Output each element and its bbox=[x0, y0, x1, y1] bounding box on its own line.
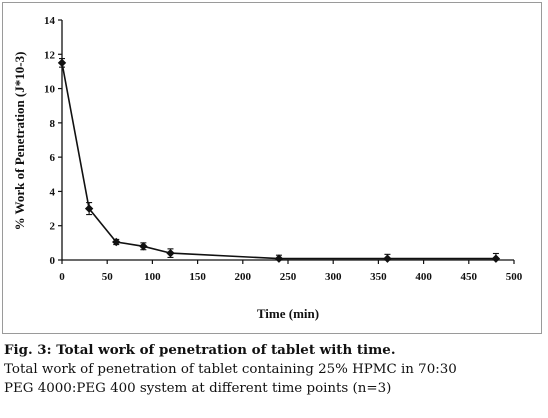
y-axis-label: % Work of Penetration (J*10-3) bbox=[12, 52, 27, 231]
data-point bbox=[491, 254, 501, 263]
x-tick-label: 250 bbox=[280, 271, 297, 283]
y-tick-label: 10 bbox=[44, 84, 56, 96]
x-tick-label: 150 bbox=[189, 271, 206, 283]
series-line bbox=[61, 62, 496, 260]
y-tick-label: 4 bbox=[50, 186, 56, 198]
data-point bbox=[84, 204, 94, 213]
figure-caption: Fig. 3: Total work of penetration of tab… bbox=[4, 341, 546, 398]
figure-frame bbox=[2, 2, 542, 334]
data-point bbox=[139, 242, 148, 251]
caption-line-1: Total work of penetration of tablet cont… bbox=[4, 362, 457, 377]
x-tick-label: 500 bbox=[506, 271, 523, 283]
data-point bbox=[57, 58, 67, 68]
y-tick-label: 0 bbox=[50, 255, 56, 267]
data-point bbox=[383, 254, 392, 263]
x-tick-label: 200 bbox=[235, 271, 252, 283]
axes: 0 2 4 6 8 10 12 14 0 50 100 150 200 250 300 350 400 450 50… bbox=[44, 15, 523, 283]
x-axis-label: Time (min) bbox=[257, 306, 319, 321]
series-layer bbox=[57, 58, 501, 263]
y-tick-label: 6 bbox=[50, 152, 56, 164]
caption-title: Fig. 3: Total work of penetration of tab… bbox=[4, 342, 396, 358]
x-tick-label: 400 bbox=[415, 271, 432, 283]
y-tick-label: 14 bbox=[44, 15, 56, 27]
line-chart: 0 2 4 6 8 10 12 14 0 50 100 150 200 250 300 350 400 450 50… bbox=[12, 15, 523, 321]
x-tick-label: 100 bbox=[144, 271, 161, 283]
x-tick-label: 0 bbox=[59, 271, 65, 283]
x-tick-label: 300 bbox=[325, 271, 342, 283]
x-tick-label: 350 bbox=[370, 271, 387, 283]
data-point bbox=[166, 248, 175, 258]
data-point bbox=[274, 254, 284, 263]
x-tick-label: 450 bbox=[461, 271, 478, 283]
caption-line-2: PEG 4000:PEG 400 system at different tim… bbox=[4, 381, 392, 396]
data-point bbox=[112, 237, 121, 247]
y-tick-label: 8 bbox=[50, 118, 56, 130]
y-tick-label: 12 bbox=[44, 49, 56, 61]
y-tick-label: 2 bbox=[50, 221, 56, 233]
x-tick-label: 50 bbox=[102, 271, 114, 283]
